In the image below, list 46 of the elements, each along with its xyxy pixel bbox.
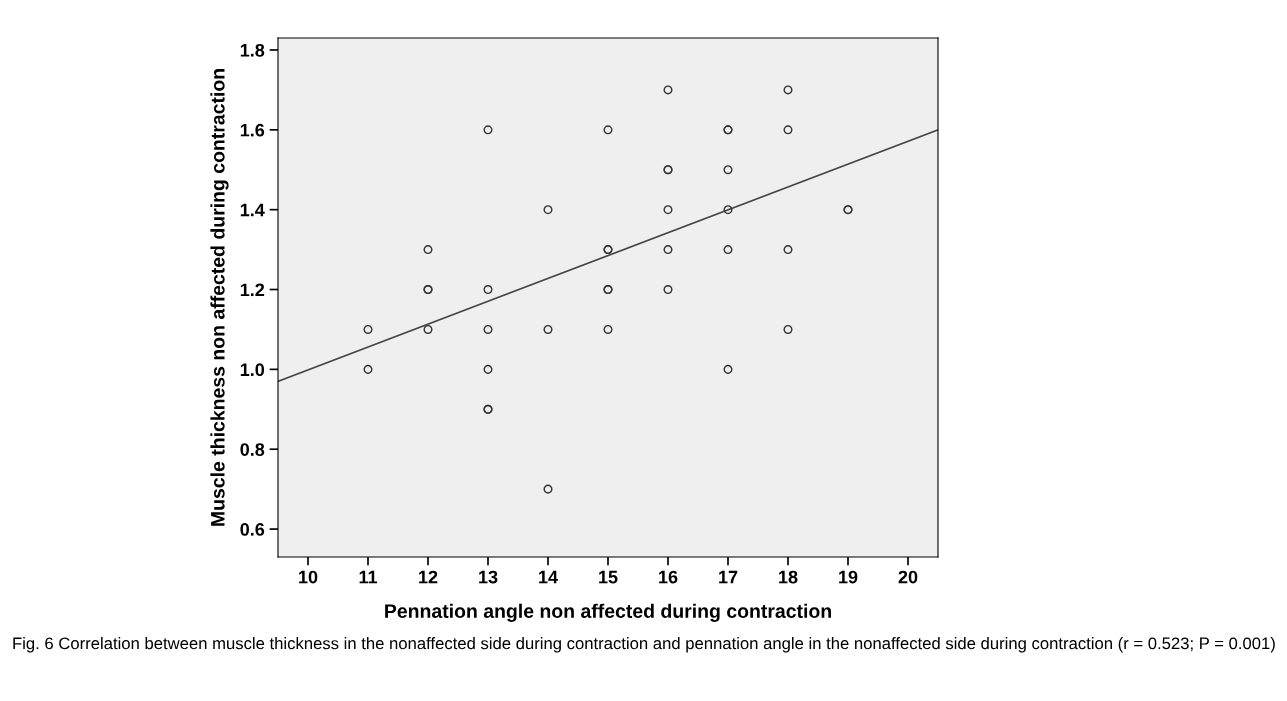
- y-tick-label: 1.6: [240, 123, 265, 137]
- point: [783, 85, 793, 95]
- point: [363, 324, 373, 334]
- y-tick-label: 0.6: [240, 522, 265, 536]
- point: [663, 245, 673, 255]
- y-tick-label: 1.2: [240, 283, 265, 297]
- point: [663, 205, 673, 215]
- x-tick-label: 12: [419, 570, 438, 584]
- point: [483, 364, 493, 374]
- point: [783, 125, 793, 135]
- point: [543, 205, 553, 215]
- x-tick-label: 18: [779, 570, 798, 584]
- point: [483, 125, 493, 135]
- y-tick-label: 1.0: [240, 363, 265, 377]
- x-tick-label: 17: [719, 570, 738, 584]
- y-axis-title: Muscle thickness non affected during contraction: [210, 69, 229, 526]
- y-tick-label: 1.4: [240, 203, 265, 217]
- point: [603, 324, 613, 334]
- point: [783, 245, 793, 255]
- point: [483, 324, 493, 334]
- point: [723, 364, 733, 374]
- point: [723, 205, 733, 215]
- x-tick-label: 20: [898, 570, 918, 584]
- point: [603, 125, 613, 135]
- y-tick-label: 0.8: [240, 443, 265, 456]
- point: [363, 364, 373, 374]
- point: [543, 484, 553, 494]
- point: [423, 324, 433, 334]
- point: [423, 245, 433, 255]
- caption: Fig. 6 Correlation between muscle thickness in the nonaffected side during contraction and pennation angle in the nonaffected side during contraction (r = 0.523; P = 0.001): [13, 637, 1275, 653]
- point: [783, 324, 793, 334]
- x-tick-label: 15: [599, 570, 618, 584]
- point: [483, 285, 493, 295]
- x-tick-label: 19: [839, 570, 858, 584]
- x-tick-label: 11: [359, 570, 378, 584]
- x-tick-label: 10: [299, 570, 318, 584]
- x-tick-label: 14: [539, 570, 558, 584]
- point: [663, 85, 673, 95]
- point: [543, 324, 553, 334]
- x-axis-title: Pennation angle non affected during contraction: [385, 603, 831, 622]
- point: [663, 285, 673, 295]
- x-tick-label: 13: [479, 570, 498, 584]
- point: [723, 165, 733, 175]
- x-tick-label: 16: [659, 570, 678, 584]
- point: [723, 245, 733, 255]
- y-tick-label: 1.8: [240, 43, 265, 57]
